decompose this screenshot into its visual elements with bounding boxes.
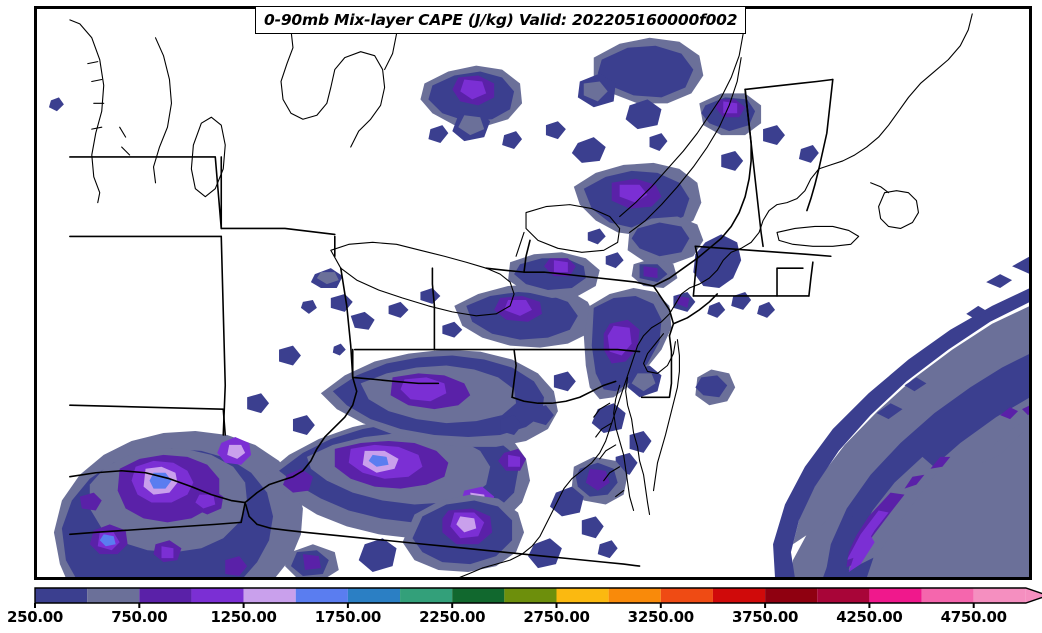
cape-region-appalachia <box>53 431 303 578</box>
colorbar-tick-labels: 250.00 750.00 1250.00 1750.00 2250.00 2750.00… <box>0 608 1042 633</box>
colorbar-segment <box>504 588 557 603</box>
colorbar-tick-label: 1250.00 <box>210 608 277 626</box>
cape-cod <box>878 190 919 229</box>
colorbar-segment <box>608 588 661 603</box>
colorbar-segment <box>817 588 870 603</box>
cape-region-mid-atlantic <box>549 288 672 559</box>
colorbar-segment <box>921 588 974 603</box>
colorbar-tick-label: 2250.00 <box>419 608 486 626</box>
colorbar-segment <box>973 588 1026 603</box>
atlantic-coastline <box>457 13 973 578</box>
colorbar-swatches <box>34 587 1042 608</box>
colorbar-segment <box>869 588 922 603</box>
colorbar: 250.00 750.00 1250.00 1750.00 2250.00 2750.00… <box>0 586 1042 633</box>
colorbar-segment <box>765 588 818 603</box>
colorbar-segment <box>712 588 766 603</box>
cape-region-northern <box>420 37 819 406</box>
colorbar-tick-label: 750.00 <box>111 608 168 626</box>
state-borders <box>69 78 834 567</box>
colorbar-segment <box>556 588 609 603</box>
colorbar-segment <box>191 588 244 603</box>
colorbar-tick-group <box>34 603 975 608</box>
colorbar-segment <box>452 588 505 603</box>
colorbar-segment <box>243 588 296 603</box>
colorbar-outline <box>34 587 1042 604</box>
colorbar-segment <box>139 588 192 603</box>
st-lawrence <box>619 13 746 218</box>
colorbar-segment <box>35 588 88 603</box>
cape-shading-layer <box>48 37 1030 578</box>
colorbar-tick-label: 4750.00 <box>940 608 1008 626</box>
colorbar-segment <box>87 588 140 603</box>
colorbar-segment <box>347 588 401 603</box>
geography-layer <box>69 13 973 578</box>
cape-region-new-york <box>573 162 704 318</box>
map-panel <box>34 6 1032 580</box>
colorbar-tick-label: 3250.00 <box>627 608 695 626</box>
cape-region-lake-erie <box>48 97 353 356</box>
colorbar-tick-label: 4250.00 <box>836 608 903 626</box>
cape-region-atlantic <box>773 256 1030 578</box>
colorbar-segment-group <box>34 587 1042 604</box>
lake-huron <box>280 13 386 148</box>
chesapeake-bay <box>593 376 651 515</box>
colorbar-segment <box>660 588 713 603</box>
colorbar-segment <box>295 588 348 603</box>
colorbar-extend-arrow <box>1025 588 1042 603</box>
colorbar-tick-label: 3750.00 <box>731 608 799 626</box>
colorbar-tick-label: 250.00 <box>6 608 64 626</box>
lake-small <box>190 116 226 198</box>
map-title-plaque: 0-90mb Mix-layer CAPE (J/kg) Valid: 2022… <box>255 6 747 34</box>
cape-region-ohio-valley <box>247 252 600 447</box>
long-island <box>776 225 860 247</box>
lake-ontario <box>525 204 621 253</box>
colorbar-tick-label: 1750.00 <box>314 608 382 626</box>
map-title-text: 0-90mb Mix-layer CAPE (J/kg) Valid: 2022… <box>264 11 738 29</box>
map-canvas <box>36 8 1030 578</box>
colorbar-tick-label: 2750.00 <box>523 608 590 626</box>
lake-michigan <box>69 19 105 204</box>
colorbar-segment <box>400 588 453 603</box>
lake-erie <box>330 241 515 317</box>
cape-region-southern <box>284 494 562 578</box>
